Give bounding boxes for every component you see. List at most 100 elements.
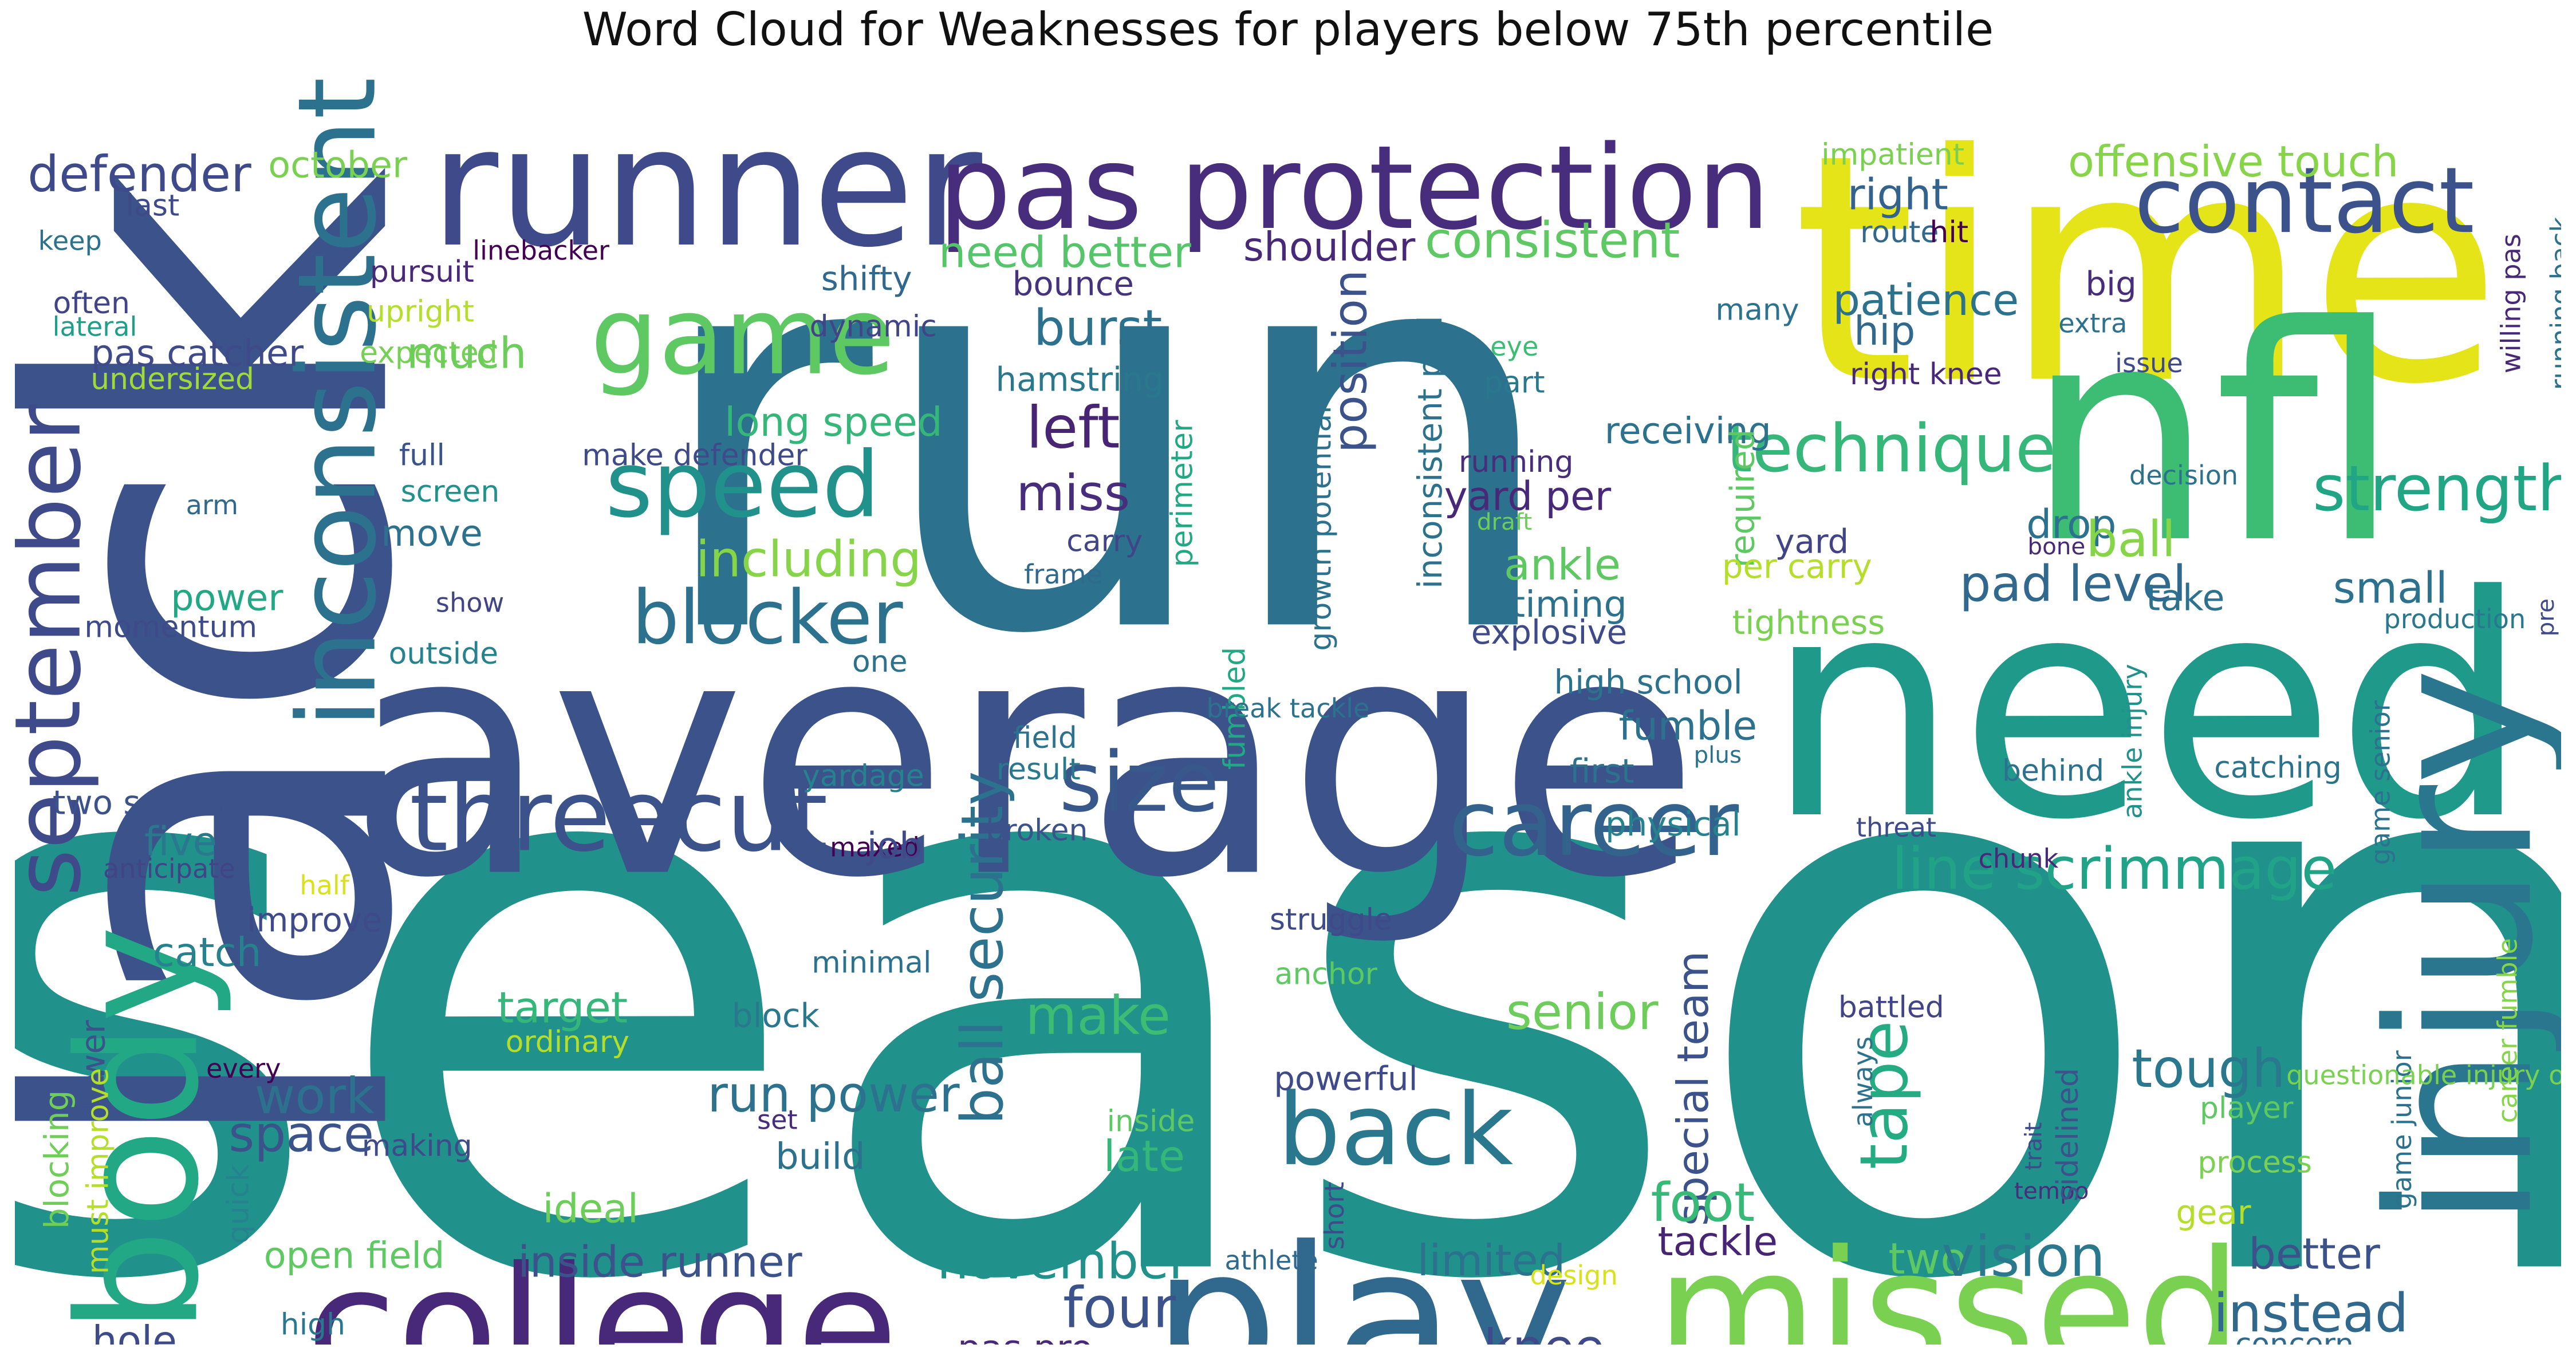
word-big: big <box>2085 264 2136 303</box>
word-pre: pre <box>2532 598 2559 636</box>
word-two-season: two season <box>53 783 239 822</box>
word-hole: hole <box>92 1318 177 1345</box>
word-right-knee: right knee <box>1850 357 2002 392</box>
word-season: season <box>15 546 2561 1345</box>
word-carry: carry <box>1066 525 1143 559</box>
word-growth-potential: growth potential <box>1304 405 1338 651</box>
word-back: back <box>1278 1072 1513 1188</box>
word-half: half <box>300 870 350 901</box>
word-inside-runner: inside runner <box>518 1237 802 1287</box>
word-impatient: impatient <box>1821 137 1964 172</box>
word-foot: foot <box>1651 1172 1755 1233</box>
word-instead: instead <box>2213 1282 2408 1344</box>
word-struggle: struggle <box>1270 902 1392 937</box>
word-ankle: ankle <box>1504 539 1621 590</box>
word-work: work <box>255 1068 375 1125</box>
word-offensive-touch: offensive touch <box>2068 136 2398 187</box>
word-physical: physical <box>1605 805 1741 843</box>
word-required: required <box>1723 429 1762 568</box>
word-two: two <box>1888 1233 1967 1284</box>
word-game-junior: game junior <box>2386 1050 2417 1209</box>
word-make: make <box>1025 985 1171 1047</box>
word-pas-catcher: pas catcher <box>91 332 304 375</box>
word-september: september <box>15 404 101 897</box>
word-build: build <box>775 1135 865 1177</box>
word-screen: screen <box>401 475 500 509</box>
word-consistent: consistent <box>1425 212 1680 269</box>
word-frame: frame <box>1024 559 1102 590</box>
word-take: take <box>2146 577 2224 619</box>
word-tape: tape <box>1846 1020 1923 1169</box>
word-often: often <box>53 286 130 321</box>
word-questionable-injury-october: questionable injury october <box>2286 1060 2561 1091</box>
word-running: running <box>1459 445 1573 479</box>
word-hip: hip <box>1854 309 1915 354</box>
word-speed: speed <box>605 432 880 538</box>
word-fumbled: fumbled <box>1218 647 1252 770</box>
word-undersized: undersized <box>90 362 254 397</box>
word-ordinary: ordinary <box>506 1025 629 1059</box>
word-need-better: need better <box>939 227 1191 278</box>
word-outside: outside <box>389 637 498 671</box>
word-five: five <box>144 819 217 865</box>
word-first: first <box>1570 752 1634 791</box>
word-high: high <box>281 1307 345 1342</box>
word-average: average <box>347 566 1700 951</box>
word-running-back: running back <box>2545 216 2561 390</box>
word-catch: catch <box>153 930 262 976</box>
word-pad-level: pad level <box>1960 556 2187 613</box>
word-production: production <box>2384 604 2526 634</box>
word-eye: eye <box>1490 331 1538 362</box>
word-player: player <box>2200 1091 2294 1125</box>
word-vision: vision <box>1941 1224 2105 1290</box>
word-arm: arm <box>186 490 238 521</box>
word-perimeter: perimeter <box>1165 420 1199 567</box>
word-high-school: high school <box>1554 663 1743 701</box>
word-injury: injury <box>2346 668 2561 1228</box>
word-show: show <box>436 587 504 618</box>
word-hit: hit <box>1929 215 1968 250</box>
word-route: route <box>1860 215 1939 250</box>
word-much: much <box>407 328 526 379</box>
word-november: november <box>937 1233 1189 1291</box>
word-tough: tough <box>2132 1038 2285 1099</box>
word-ball-security: ball security <box>948 771 1016 1125</box>
word-behind: behind <box>2002 754 2104 789</box>
word-right: right <box>1848 170 1948 220</box>
word-fumble: fumble <box>1619 704 1758 750</box>
word-knee: knee <box>1484 1319 1605 1345</box>
word-dynamic: dynamic <box>810 309 937 344</box>
word-nfl: nfl <box>2026 263 2401 609</box>
word-one: one <box>852 645 908 679</box>
word-line-scrimmage: line scrimmage <box>1892 835 2337 902</box>
word-college: college <box>306 1232 899 1345</box>
word-run-power: run power <box>707 1066 960 1124</box>
word-limited: limited <box>1417 1235 1566 1286</box>
word-yard: yard <box>1775 522 1849 561</box>
word-concern: concern <box>2235 1327 2354 1345</box>
word-chunk: chunk <box>1979 843 2059 874</box>
word-trait: trait <box>2019 1122 2047 1170</box>
word-late: late <box>1104 1131 1185 1181</box>
word-full: full <box>399 438 445 472</box>
word-technique: technique <box>1727 411 2056 487</box>
word-contact: contact <box>2134 148 2475 254</box>
word-long-speed: long speed <box>724 400 943 446</box>
word-senior: senior <box>1506 984 1659 1041</box>
word-set: set <box>757 1105 798 1136</box>
word-including: including <box>696 531 921 588</box>
word-keep: keep <box>38 225 102 256</box>
word-receiving: receiving <box>1605 409 1771 452</box>
word-linebacker: linebacker <box>472 235 609 266</box>
word-blocker: blocker <box>632 574 903 661</box>
word-defender: defender <box>27 146 251 203</box>
word-position: position <box>1324 270 1378 453</box>
word-space: space <box>229 1106 374 1164</box>
word-last: last <box>126 189 180 223</box>
word-ball: ball <box>2086 511 2176 569</box>
word-open-field: open field <box>264 1234 445 1276</box>
word-expected: expected <box>360 336 498 370</box>
word-threecut: threecut <box>409 758 828 874</box>
word-quick: quick <box>222 1164 256 1244</box>
word-bone: bone <box>2027 533 2085 560</box>
